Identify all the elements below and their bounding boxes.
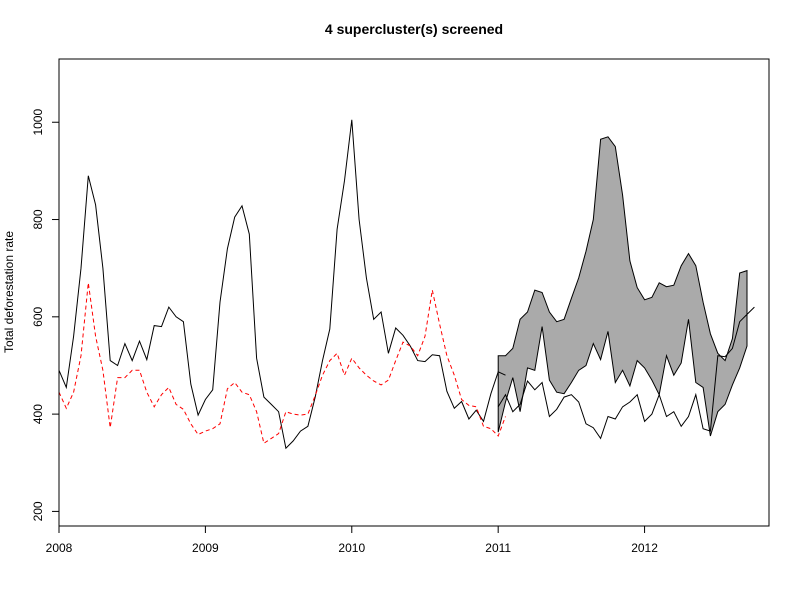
plot-frame: [58, 58, 770, 527]
y-tick-label: 200: [31, 501, 45, 521]
y-tick-label: 600: [31, 306, 45, 326]
series-line-2: [58, 282, 506, 445]
y-tick-label: 1000: [31, 109, 45, 136]
series-line-1: [58, 119, 506, 450]
x-tick-label: 2008: [46, 541, 73, 555]
chart-title: 4 supercluster(s) screened: [325, 21, 503, 37]
interval-band-layer: [497, 136, 748, 437]
interval-band: [497, 136, 748, 437]
y-tick-label: 400: [31, 404, 45, 424]
y-tick-label: 800: [31, 209, 45, 229]
x-tick-label: 2010: [338, 541, 365, 555]
x-tick-label: 2009: [192, 541, 219, 555]
series-line-3: [497, 306, 755, 440]
y-axis-label: Total deforestation rate: [2, 231, 16, 353]
x-tick-label: 2012: [631, 541, 658, 555]
series-layer: [58, 119, 755, 450]
x-tick-label: 2011: [485, 541, 511, 555]
